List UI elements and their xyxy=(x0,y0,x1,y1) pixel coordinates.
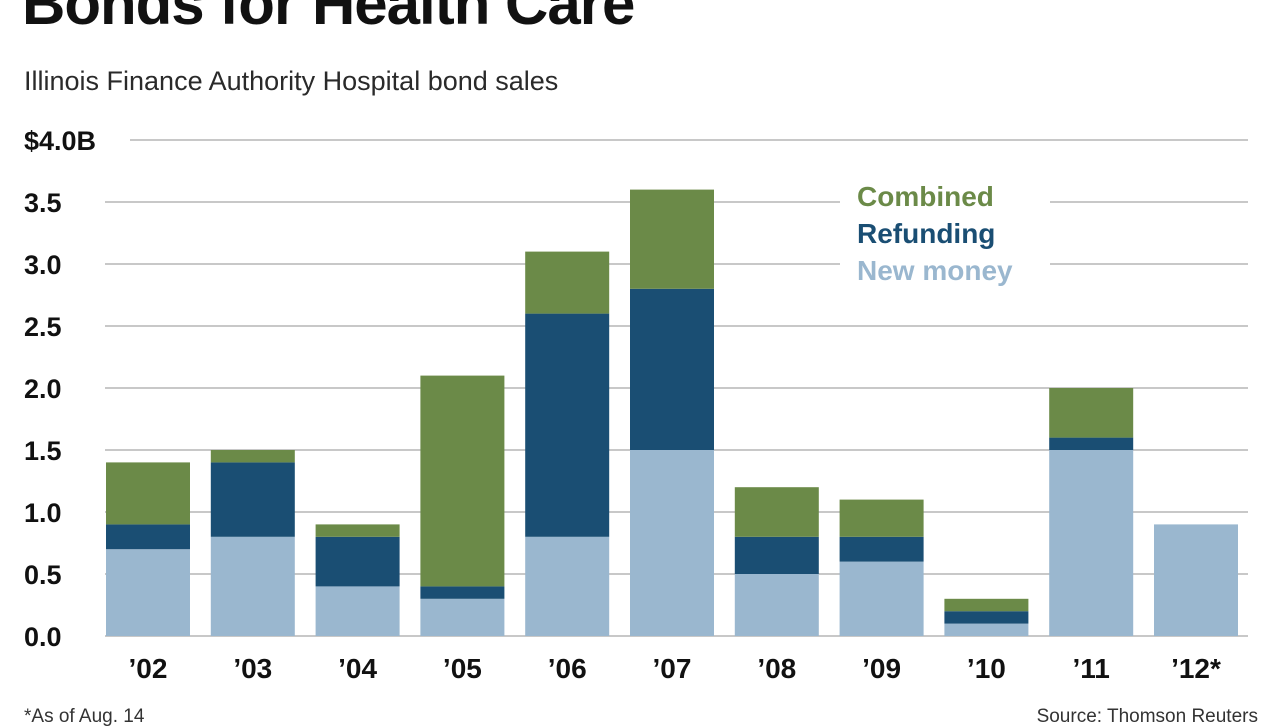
bar-refunding xyxy=(210,462,295,537)
bar-refunding xyxy=(630,288,714,450)
bar-combined xyxy=(839,499,924,537)
bar-new-money xyxy=(734,574,819,636)
legend-entry-combined: Combined xyxy=(857,181,994,212)
bar-new-money xyxy=(630,450,714,636)
bar-combined xyxy=(210,450,295,463)
bar-refunding xyxy=(525,313,610,537)
legend-background xyxy=(840,175,1050,293)
y-tick-label: 3.0 xyxy=(24,250,62,280)
bar-combined xyxy=(315,524,400,537)
chart-subtitle: Illinois Finance Authority Hospital bond… xyxy=(24,66,559,96)
bar-combined xyxy=(630,189,714,289)
bar-refunding xyxy=(315,536,400,587)
bar-combined xyxy=(525,251,610,314)
bar-combined xyxy=(1049,388,1134,438)
source-note: Source: Thomson Reuters xyxy=(1036,706,1258,727)
y-tick-label: 0.5 xyxy=(24,560,62,590)
bar-refunding xyxy=(944,611,1029,624)
bar-refunding xyxy=(1049,437,1134,450)
x-tick-label: ’03 xyxy=(233,653,272,684)
bar-combined xyxy=(944,598,1029,612)
x-tick-label: ’10 xyxy=(967,653,1006,684)
footnote: *As of Aug. 14 xyxy=(24,706,145,727)
legend: Combined Refunding New money xyxy=(840,175,1050,293)
x-tick-label: ’04 xyxy=(338,653,377,684)
bar-new-money xyxy=(1154,524,1238,636)
x-tick-label: ’05 xyxy=(443,653,482,684)
bar-new-money xyxy=(839,561,924,636)
bar-refunding xyxy=(420,586,505,599)
y-axis-ticks: 0.0 0.5 1.0 1.5 2.0 2.5 3.0 3.5 $4.0B xyxy=(24,126,96,652)
bar-new-money xyxy=(210,536,295,636)
legend-entry-refunding: Refunding xyxy=(857,218,995,249)
bar-combined xyxy=(420,375,505,587)
bar-new-money xyxy=(525,536,610,636)
bar-refunding xyxy=(734,536,819,574)
bars xyxy=(106,189,1238,636)
y-tick-label: 0.0 xyxy=(24,622,62,652)
x-tick-label: ’06 xyxy=(548,653,587,684)
bar-refunding xyxy=(839,536,924,562)
bar-combined xyxy=(734,487,819,537)
x-tick-label: ’12* xyxy=(1171,653,1221,684)
bar-new-money xyxy=(106,549,190,636)
chart-title: Bonds for Health Care xyxy=(22,0,635,37)
bar-new-money xyxy=(1049,450,1134,636)
y-tick-label: 3.5 xyxy=(24,188,62,218)
y-tick-label: 1.5 xyxy=(24,436,62,466)
x-tick-label: ’09 xyxy=(862,653,901,684)
x-tick-label: ’07 xyxy=(653,653,692,684)
bar-new-money xyxy=(315,586,400,636)
bar-new-money xyxy=(944,623,1029,636)
legend-entry-new-money: New money xyxy=(857,255,1013,286)
x-tick-label: ’08 xyxy=(757,653,796,684)
x-tick-label: ’11 xyxy=(1073,653,1110,684)
x-tick-label: ’02 xyxy=(129,653,168,684)
y-tick-label: 2.5 xyxy=(24,312,62,342)
bar-combined xyxy=(106,462,190,525)
bar-new-money xyxy=(420,598,505,636)
x-axis-ticks: ’02 ’03 ’04 ’05 ’06 ’07 ’08 ’09 ’10 ’11 ’12* xyxy=(129,653,1221,684)
y-tick-label: 1.0 xyxy=(24,498,62,528)
y-tick-label: $4.0B xyxy=(24,126,96,156)
y-tick-label: 2.0 xyxy=(24,374,62,404)
bar-refunding xyxy=(106,524,190,550)
